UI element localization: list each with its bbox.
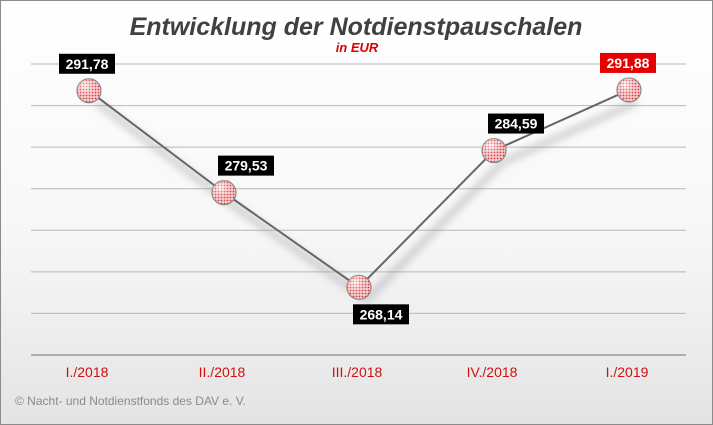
- data-label: 291,88: [607, 55, 650, 71]
- data-label-box: [600, 52, 656, 73]
- data-label-box: [218, 155, 274, 176]
- chart-subtitle: in EUR: [336, 40, 379, 55]
- data-label-box: [488, 113, 544, 134]
- data-labels: 291,78 279,53 268,14 284,59 291,88: [59, 52, 656, 325]
- data-label-box: [353, 304, 409, 325]
- x-tick-label: II./2018: [199, 364, 246, 380]
- data-label: 291,78: [66, 56, 109, 72]
- data-label-box: [59, 53, 115, 74]
- data-point-shade: [77, 78, 101, 103]
- series-segment: [223, 191, 360, 289]
- x-tick-label: III./2018: [332, 364, 383, 380]
- x-tick-label: IV./2018: [467, 364, 518, 380]
- data-point-shade: [617, 77, 641, 102]
- series-shadow: [94, 98, 639, 304]
- data-markers: [76, 77, 642, 300]
- chart-title: Entwicklung der Notdienstpauschalen: [130, 13, 583, 41]
- series-segment: [358, 149, 495, 289]
- data-point-shade: [482, 138, 506, 163]
- line-shadow: [94, 98, 639, 304]
- gridlines: [31, 63, 686, 356]
- data-point-shade: [347, 275, 371, 300]
- x-tick-label: I./2018: [66, 364, 109, 380]
- x-tick-label: I./2019: [606, 364, 649, 380]
- series-line: [88, 89, 630, 289]
- data-label: 284,59: [495, 116, 538, 132]
- data-label: 279,53: [225, 158, 268, 174]
- data-label: 268,14: [360, 306, 403, 322]
- series-segment: [88, 89, 225, 194]
- copyright-text: © Nacht- und Notdienstfonds des DAV e. V…: [15, 394, 246, 408]
- x-axis-ticks: I./2018 II./2018 III./2018 IV./2018 I./2019: [66, 364, 649, 380]
- data-point-shade: [212, 180, 236, 205]
- series-segment: [493, 89, 630, 152]
